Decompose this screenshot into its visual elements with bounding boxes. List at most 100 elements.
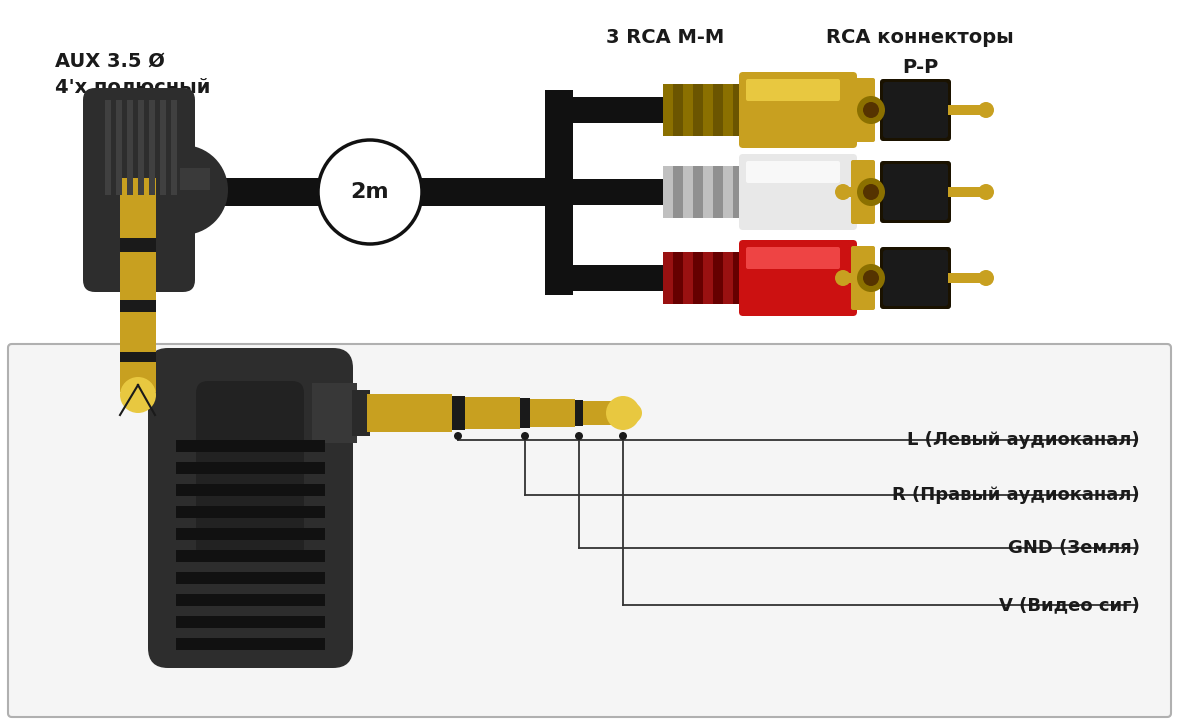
Bar [683,166,693,218]
Bar [733,166,743,218]
Bar [116,100,121,195]
FancyBboxPatch shape [851,246,875,310]
FancyBboxPatch shape [739,72,857,148]
Bar [703,252,713,304]
Bar [120,252,156,300]
Bar [673,166,683,218]
Circle shape [120,377,156,413]
FancyBboxPatch shape [880,247,951,309]
Circle shape [979,184,994,200]
Circle shape [454,432,462,440]
Bar [713,84,723,136]
Bar [683,252,693,304]
Circle shape [521,432,529,440]
Bar [673,84,683,136]
Bar [127,100,133,195]
Circle shape [835,270,851,286]
Bar [948,273,986,283]
Bar [120,352,156,362]
Text: 3 RCA M-M: 3 RCA M-M [606,28,724,47]
Bar [120,312,156,352]
Bar [733,84,743,136]
Circle shape [623,403,643,423]
Bar [713,166,723,218]
Bar [683,84,693,136]
Circle shape [606,396,640,430]
FancyBboxPatch shape [8,344,1171,717]
Circle shape [835,184,851,200]
FancyBboxPatch shape [83,88,195,292]
Text: Р-Р: Р-Р [902,58,938,77]
Circle shape [857,264,885,292]
Text: L (Левый аудиоканал): L (Левый аудиоканал) [908,431,1140,449]
Bar [176,462,325,474]
Bar [171,100,177,195]
Text: V (Видео сиг): V (Видео сиг) [1000,596,1140,614]
Circle shape [979,102,994,118]
Text: AUX 3.5 Ø: AUX 3.5 Ø [55,52,165,71]
Bar [176,550,325,562]
FancyBboxPatch shape [149,348,353,668]
FancyBboxPatch shape [739,154,857,230]
FancyBboxPatch shape [883,82,948,138]
Bar [353,390,370,436]
Bar [120,300,156,312]
Circle shape [129,382,149,402]
Bar [160,100,166,195]
Circle shape [318,140,422,244]
Circle shape [863,270,880,286]
Bar [673,252,683,304]
Bar [573,97,663,123]
FancyBboxPatch shape [746,161,839,183]
Bar [723,252,733,304]
FancyBboxPatch shape [883,250,948,306]
Text: 4'х полюсный: 4'х полюсный [55,78,210,97]
Bar [176,506,325,518]
Bar [663,84,673,136]
FancyBboxPatch shape [8,344,1171,717]
FancyBboxPatch shape [746,79,839,101]
Circle shape [857,178,885,206]
Bar [703,166,713,218]
Circle shape [863,102,880,118]
Bar [176,484,325,496]
Bar [693,84,703,136]
Text: RCA коннекторы: RCA коннекторы [826,28,1014,47]
Bar [573,265,663,291]
Text: R (Правый аудиоканал): R (Правый аудиоканал) [893,486,1140,504]
Circle shape [863,184,880,200]
Bar [120,238,156,252]
FancyBboxPatch shape [880,161,951,223]
FancyBboxPatch shape [851,160,875,224]
Bar [693,252,703,304]
Bar [312,383,357,443]
FancyBboxPatch shape [883,164,948,220]
FancyBboxPatch shape [739,240,857,316]
Bar [723,84,733,136]
Bar [465,397,520,429]
Bar [723,166,733,218]
Bar [948,187,986,197]
Circle shape [979,270,994,286]
Bar [176,594,325,606]
Bar [138,100,144,195]
Bar [120,362,156,392]
Bar [105,100,111,195]
Bar [367,394,452,432]
Bar [573,179,663,205]
FancyBboxPatch shape [196,381,304,560]
Text: GND (Земля): GND (Земля) [1008,539,1140,557]
Bar [575,400,582,426]
Bar [845,187,883,197]
Bar [149,100,154,195]
Bar [176,572,325,584]
Circle shape [619,432,627,440]
Bar [176,638,325,650]
Bar [545,90,573,295]
Bar [531,399,575,427]
Bar [176,528,325,540]
Bar [845,273,883,283]
FancyBboxPatch shape [851,78,875,142]
Circle shape [138,145,228,235]
Bar [663,166,673,218]
